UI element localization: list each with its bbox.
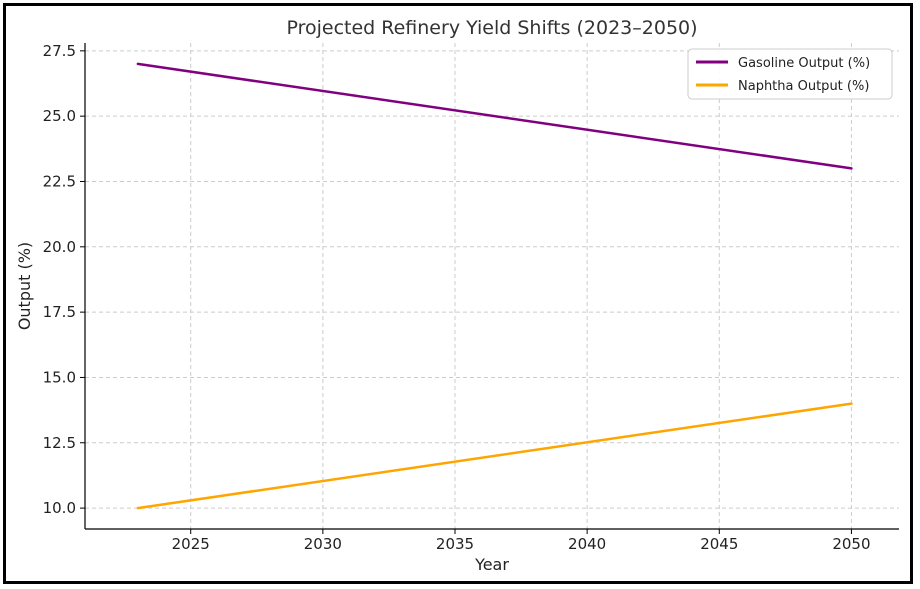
- legend-label-gasoline: Gasoline Output (%): [738, 56, 870, 71]
- legend: Gasoline Output (%) Naphtha Output (%): [687, 48, 893, 100]
- y-tick-label: 22.5: [43, 172, 76, 190]
- legend-label-naphtha: Naphtha Output (%): [738, 79, 869, 94]
- x-tick-label: 2030: [304, 535, 342, 553]
- y-tick-label: 10.0: [43, 499, 76, 517]
- x-tick-label: 2025: [172, 535, 210, 553]
- x-tick-label: 2050: [832, 535, 870, 553]
- legend-box: [687, 48, 893, 100]
- series-line-naphtha: [136, 402, 853, 510]
- y-tick-label: 20.0: [43, 238, 76, 256]
- chart-title: Projected Refinery Yield Shifts (2023–20…: [286, 17, 697, 39]
- y-tick-label: 17.5: [43, 303, 76, 321]
- y-tick-label: 12.5: [43, 434, 76, 452]
- x-tick-label: 2035: [436, 535, 474, 553]
- series: [136, 62, 853, 510]
- x-tick-label: 2040: [568, 535, 606, 553]
- x-tick-label: 2045: [700, 535, 738, 553]
- axes: [84, 43, 899, 530]
- y-tick-label: 25.0: [43, 107, 76, 125]
- chart-frame: [3, 3, 913, 584]
- ticks: 2025 2030 2035 2040 2045 2050 10.0 12.5 15.0 17.5…: [43, 42, 871, 553]
- y-axis-label: Output (%): [15, 242, 34, 330]
- y-tick-label: 15.0: [43, 368, 76, 386]
- x-axis-label: Year: [474, 555, 509, 574]
- series-line-gasoline: [136, 62, 853, 170]
- y-tick-label: 27.5: [43, 42, 76, 60]
